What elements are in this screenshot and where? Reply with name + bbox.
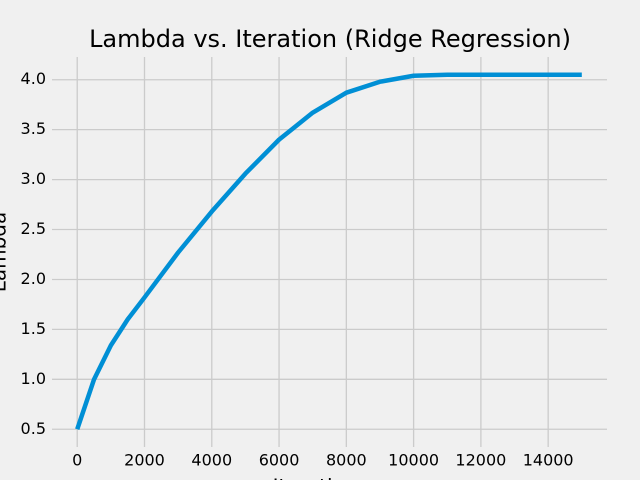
- chart-title: Lambda vs. Iteration (Ridge Regression): [89, 25, 571, 53]
- y-tick-label: 2.5: [21, 219, 46, 238]
- y-tick-label: 0.5: [21, 419, 46, 438]
- x-tick-label: 12000: [455, 451, 506, 470]
- x-tick-label: 8000: [326, 451, 367, 470]
- x-tick-label: 4000: [191, 451, 232, 470]
- y-tick-label: 3.5: [21, 119, 46, 138]
- y-axis-label: Lambda: [0, 212, 11, 293]
- data-line: [75, 72, 582, 430]
- y-tick-label: 1.5: [21, 319, 46, 338]
- x-axis-label: Iteration: [273, 475, 358, 480]
- x-tick-label: 0: [72, 451, 82, 470]
- x-tick-label: 2000: [124, 451, 165, 470]
- y-tick-label: 3.0: [21, 169, 46, 188]
- y-tick-label: 4.0: [21, 69, 46, 88]
- y-tick-label: 2.0: [21, 269, 46, 288]
- x-tick-label: 6000: [259, 451, 300, 470]
- x-tick-label: 10000: [388, 451, 439, 470]
- y-tick-label: 1.0: [21, 369, 46, 388]
- x-tick-label: 14000: [523, 451, 574, 470]
